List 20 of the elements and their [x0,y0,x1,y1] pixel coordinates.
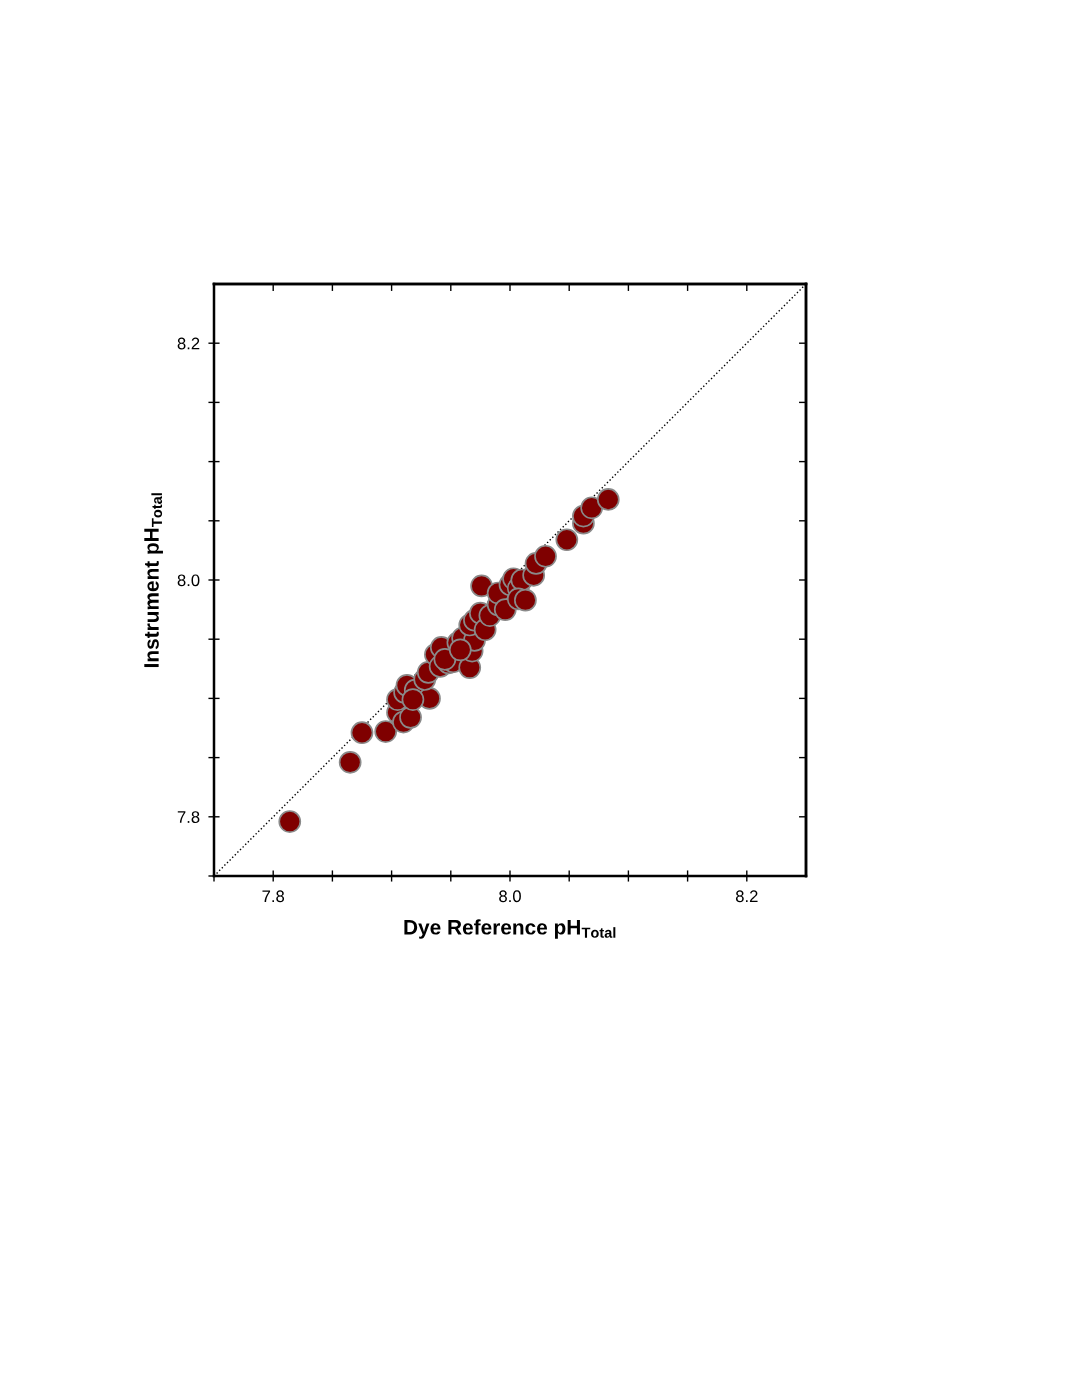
y-tick-label: 8.0 [177,574,200,587]
x-axis-title: Dye Reference pH$_{Total}$ [404,919,616,939]
point [401,688,425,711]
y-tick-label: 7.8 [177,811,200,823]
point [596,488,620,511]
y-axis-title: Instrument pH$_{Total}$ [144,493,163,668]
point [338,750,362,774]
point [278,810,302,833]
point [580,496,604,520]
point [534,544,557,568]
point [448,638,472,662]
x-tick-label: 8.0 [499,890,521,903]
point [514,588,537,612]
y-tick-label: 8.2 [177,337,200,350]
point [374,720,398,743]
x-tick-label: 8.2 [735,890,758,903]
x-tick-label: 7.8 [262,890,285,903]
point [470,574,493,598]
point [555,528,579,552]
point [350,721,374,745]
